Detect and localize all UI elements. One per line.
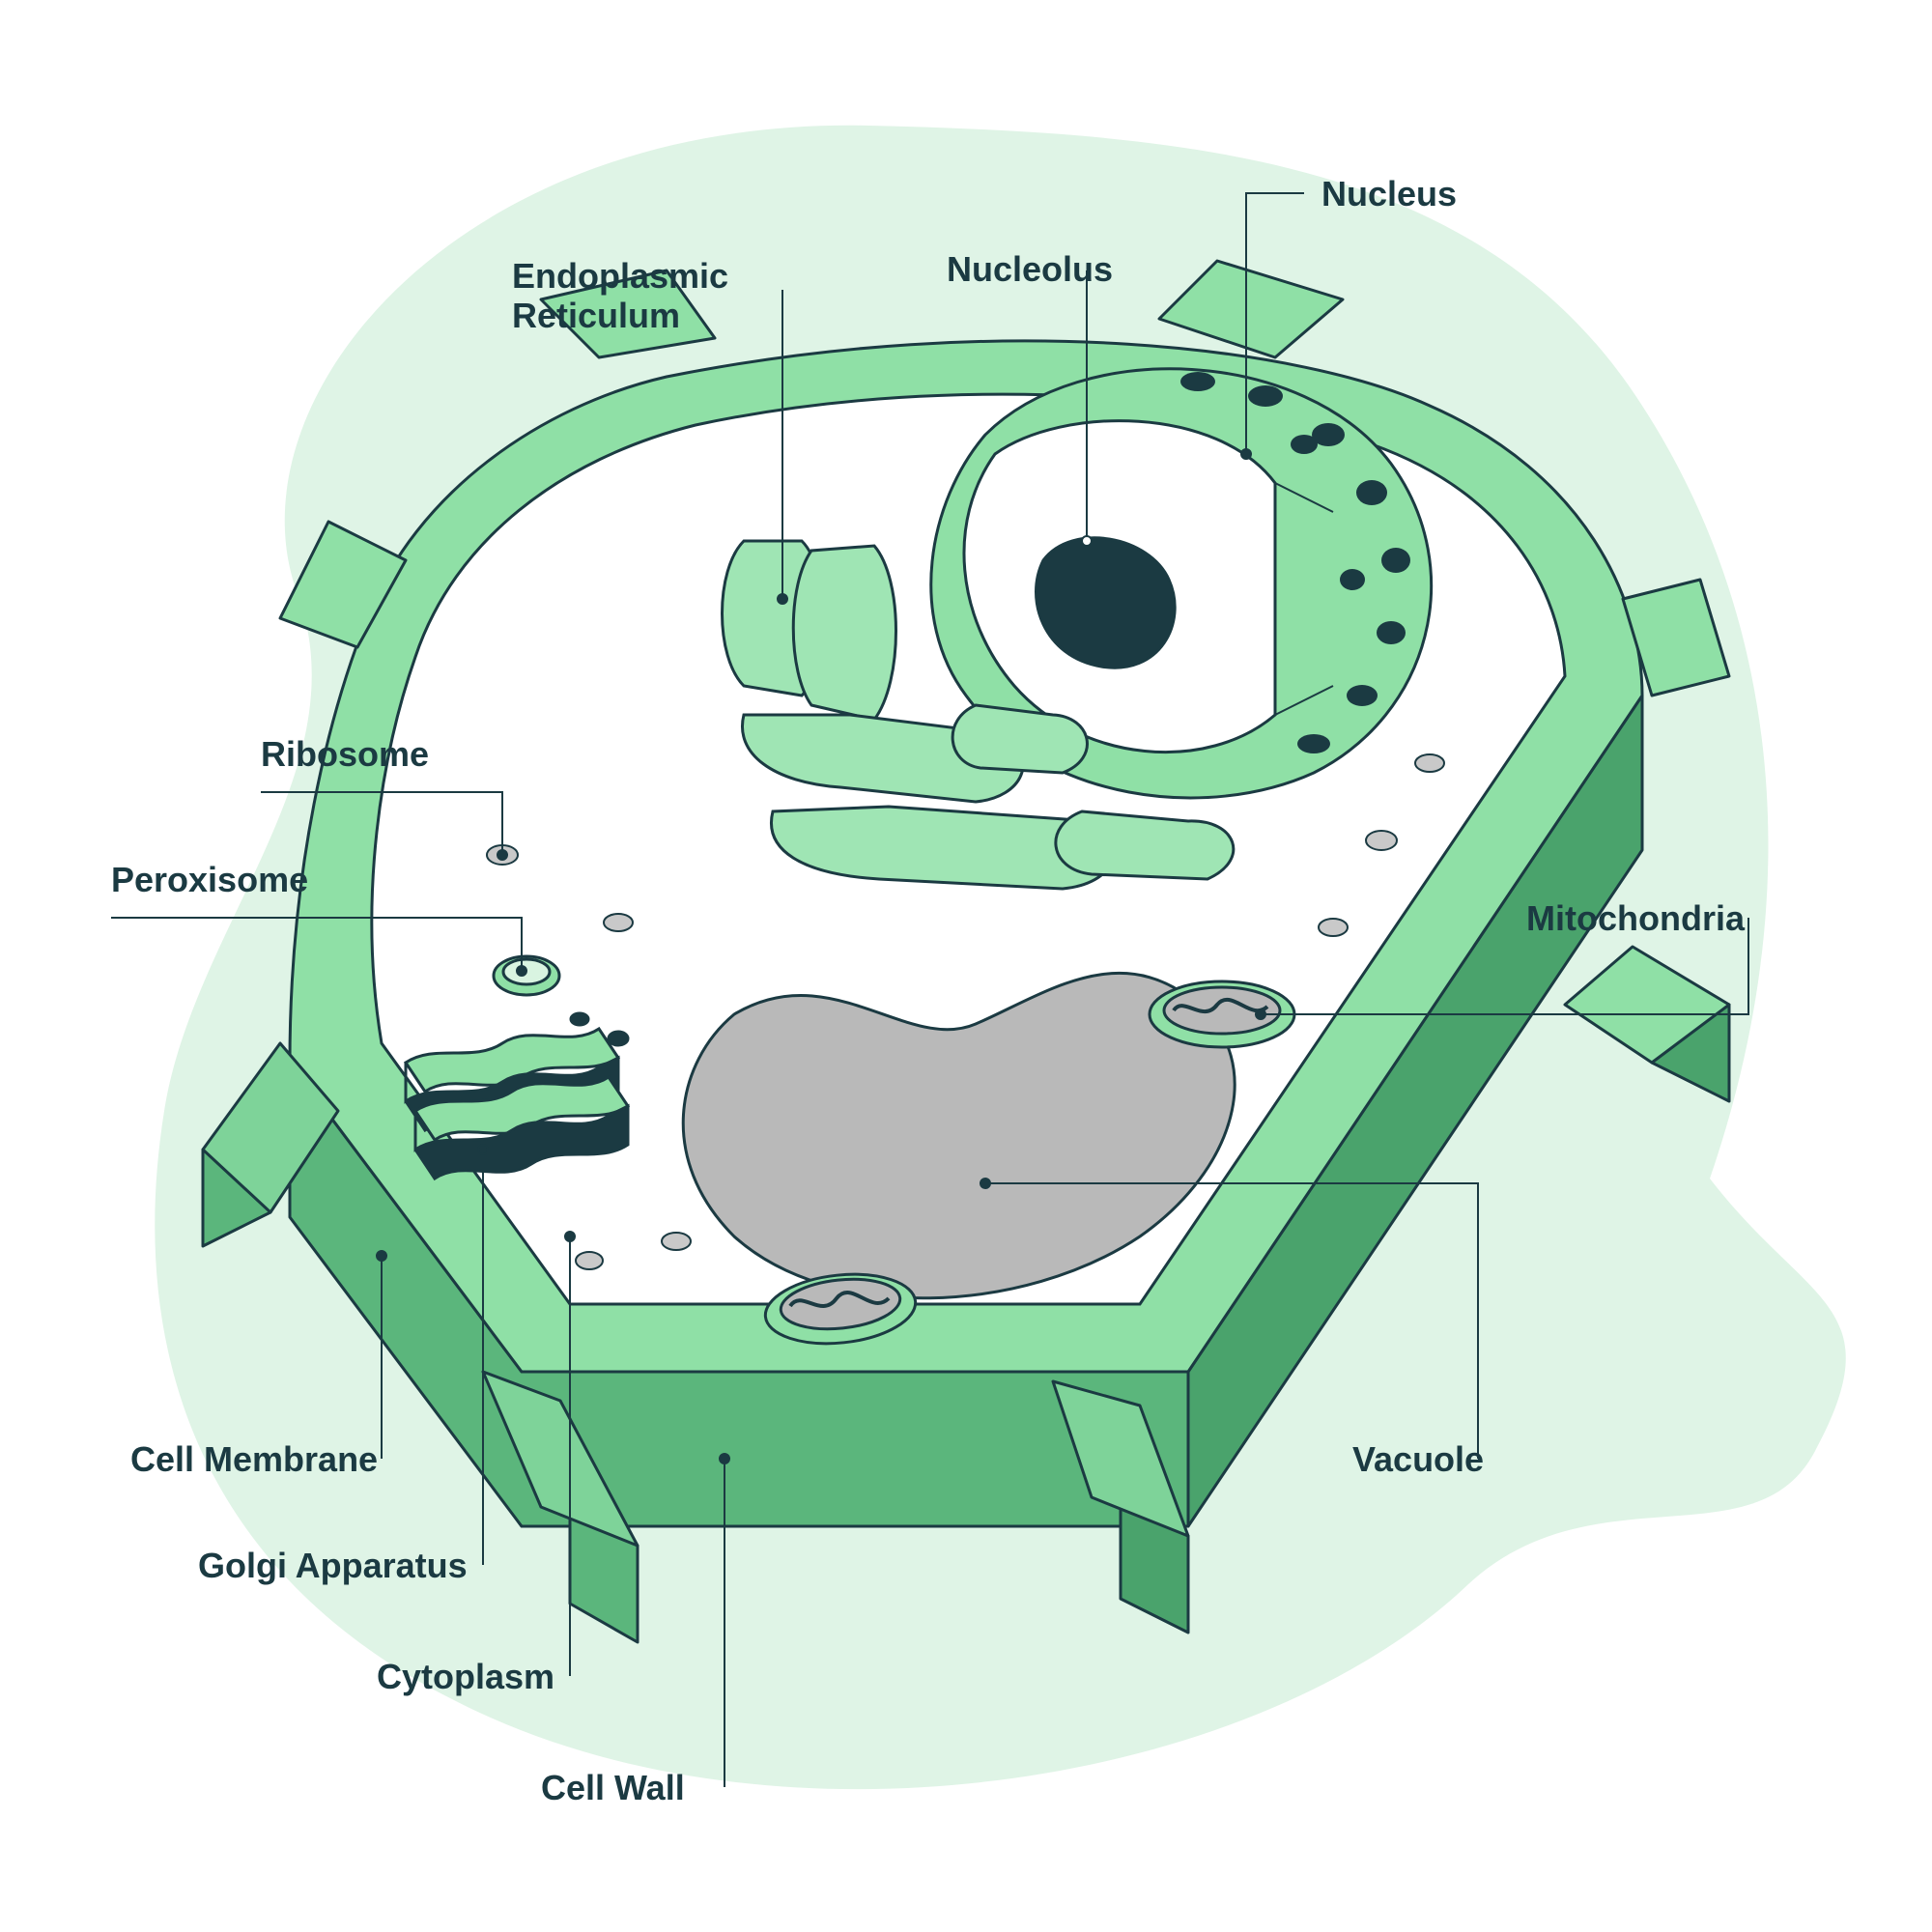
- diagram-svg: [0, 0, 1932, 1932]
- label-cell-membrane: Cell Membrane: [130, 1439, 378, 1479]
- label-mitochondria: Mitochondria: [1526, 898, 1745, 938]
- label-cell-wall: Cell Wall: [541, 1768, 685, 1807]
- label-cytoplasm: Cytoplasm: [377, 1657, 554, 1696]
- cell-diagram: Nucleus Nucleolus Endoplasmic Reticulum …: [0, 0, 1932, 1932]
- label-golgi-apparatus: Golgi Apparatus: [198, 1546, 468, 1585]
- label-ribosome: Ribosome: [261, 734, 429, 774]
- label-nucleus: Nucleus: [1321, 174, 1457, 213]
- label-vacuole: Vacuole: [1352, 1439, 1484, 1479]
- label-nucleolus: Nucleolus: [947, 249, 1113, 289]
- label-peroxisome: Peroxisome: [111, 860, 308, 899]
- label-endoplasmic-reticulum: Endoplasmic Reticulum: [512, 256, 728, 336]
- peroxisome: [494, 956, 559, 995]
